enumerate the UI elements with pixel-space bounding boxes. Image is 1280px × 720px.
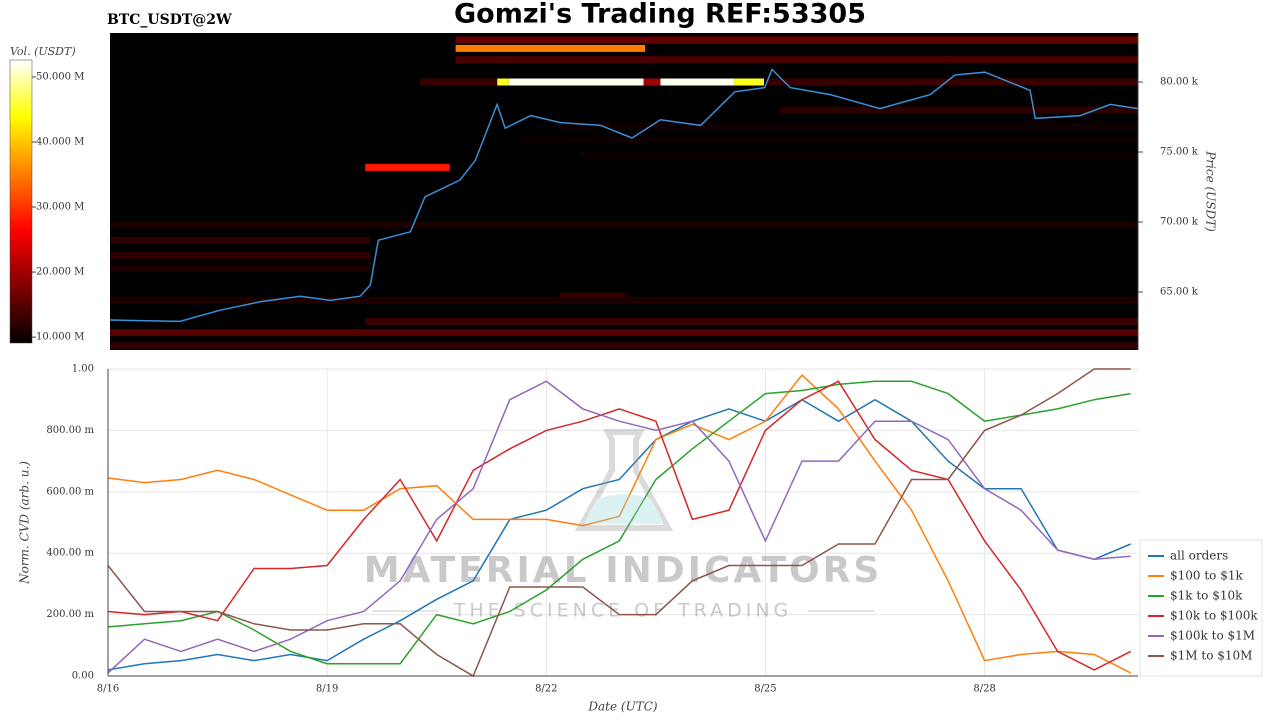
heatmap-cell: [110, 236, 371, 244]
series-line: [107, 380, 1131, 674]
y-tick-label: 65.00 k: [1160, 287, 1199, 298]
series-line: [107, 380, 1131, 665]
heatmap: [110, 36, 1138, 349]
heatmap-cell: [780, 106, 1138, 114]
legend-item[interactable]: $100 to $1k: [1148, 569, 1243, 583]
colorbar-tick-label: 20.000 M: [36, 267, 84, 278]
heatmap-cell: [580, 151, 1138, 159]
chart-title: Gomzi's Trading REF:53305: [454, 0, 866, 30]
y-tick-label: 0.00: [72, 671, 94, 682]
watermark-text: MATERIAL INDICATORS: [364, 550, 883, 591]
heatmap-cell: [110, 252, 371, 260]
heatmap-cell: [519, 135, 1138, 143]
series-line: [107, 398, 1131, 671]
heatmap-cell: [110, 221, 1138, 229]
heatmap-cell: [455, 44, 646, 52]
series-line: [107, 380, 1132, 671]
heatmap-cell: [110, 264, 371, 272]
legend-item[interactable]: $1M to $10M: [1148, 649, 1252, 663]
legend-label: all orders: [1170, 549, 1228, 563]
heatmap-cell: [455, 36, 1138, 44]
y-tick-label: 800.00 m: [46, 425, 94, 436]
legend-box: [1139, 539, 1263, 677]
x-axis-label: Date (UTC): [587, 700, 657, 714]
y-tick-label: 400.00 m: [46, 548, 94, 559]
x-tick-label: 8/22: [535, 684, 557, 695]
legend-label: $1M to $10M: [1170, 649, 1252, 663]
heatmap-cell: [766, 78, 1138, 86]
y-tick-label: 70.00 k: [1160, 217, 1199, 228]
legend-item[interactable]: $100k to $1M: [1148, 629, 1255, 643]
legend-item[interactable]: all orders: [1148, 549, 1228, 563]
colorbar-label: Vol. (USDT): [10, 45, 76, 58]
heatmap-cell: [419, 78, 498, 86]
watermark-logo: [574, 429, 674, 531]
price-line: [109, 68, 1139, 323]
legend-label: $1k to $10k: [1170, 589, 1243, 603]
y-tick-label: 600.00 m: [46, 486, 94, 497]
legend-label: $10k to $100k: [1170, 609, 1258, 623]
legend-item[interactable]: $1k to $10k: [1148, 589, 1243, 603]
x-tick-label: 8/16: [97, 684, 119, 695]
heatmap-cell: [508, 78, 644, 86]
heatmap-cell: [455, 56, 1138, 64]
colorbar: [9, 59, 33, 344]
y-tick-label: 75.00 k: [1160, 147, 1199, 158]
y-tick-label: 80.00 k: [1160, 77, 1199, 88]
x-tick-label: 8/25: [754, 684, 776, 695]
heatmap-cell: [110, 341, 1138, 349]
heatmap-cell: [660, 78, 735, 86]
plot-background: [108, 369, 1138, 676]
y-tick-label: 1.00: [72, 364, 94, 375]
legend-label: $100k to $1M: [1170, 629, 1255, 643]
watermark-text: THE SCIENCE OF TRADING: [453, 600, 793, 622]
heatmap-cell: [110, 329, 1138, 337]
heatmap-cell: [734, 78, 764, 86]
colorbar-tick-label: 40.000 M: [36, 136, 84, 147]
legend-label: $100 to $1k: [1170, 569, 1243, 583]
chart-subtitle: BTC_USDT@2W: [107, 12, 232, 28]
colorbar-tick-label: 30.000 M: [36, 202, 84, 213]
legend-item[interactable]: $10k to $100k: [1148, 609, 1258, 623]
heatmap-cell: [365, 163, 450, 171]
colorbar-tick-label: 10.000 M: [36, 332, 84, 343]
colorbar-tick-label: 50.000 M: [36, 71, 84, 82]
heatmap-cell: [365, 317, 1138, 325]
x-tick-label: 8/19: [316, 684, 338, 695]
series-line: [107, 373, 1132, 674]
heatmap-cell: [559, 292, 625, 300]
series-line: [107, 368, 1131, 678]
y-axis-label: Price (USDT): [1204, 150, 1218, 232]
y-axis-label: Norm. CVD (arb. u.): [18, 461, 32, 585]
y-tick-label: 200.00 m: [46, 609, 94, 620]
x-tick-label: 8/28: [973, 684, 995, 695]
heatmap-cell: [643, 78, 661, 86]
heatmap-cell: [559, 121, 1138, 129]
heatmap-cell: [110, 296, 1138, 304]
heatmap-cell: [497, 78, 509, 86]
